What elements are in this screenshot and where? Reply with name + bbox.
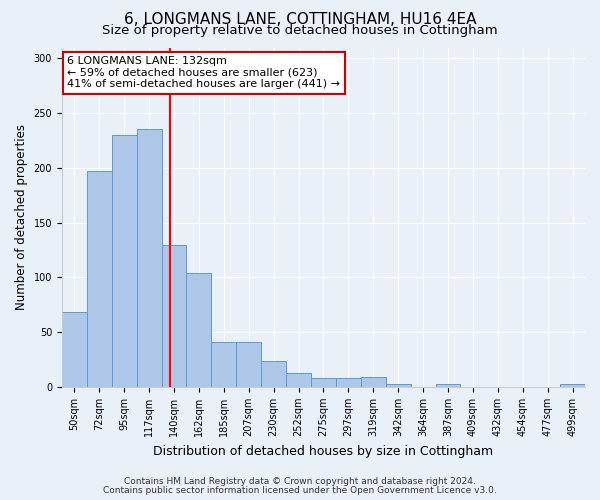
Bar [436,384,460,387]
Bar [311,378,336,387]
Bar [211,342,236,387]
Text: 6, LONGMANS LANE, COTTINGHAM, HU16 4EA: 6, LONGMANS LANE, COTTINGHAM, HU16 4EA [124,12,476,28]
Text: 6 LONGMANS LANE: 132sqm
← 59% of detached houses are smaller (623)
41% of semi-d: 6 LONGMANS LANE: 132sqm ← 59% of detache… [67,56,340,89]
Bar [161,244,187,387]
Bar [112,135,137,387]
Bar [361,377,386,387]
Text: Contains HM Land Registry data © Crown copyright and database right 2024.: Contains HM Land Registry data © Crown c… [124,477,476,486]
Text: Size of property relative to detached houses in Cottingham: Size of property relative to detached ho… [102,24,498,37]
Bar [87,171,112,387]
Bar [336,378,361,387]
Bar [62,312,87,387]
Bar [261,360,286,387]
Y-axis label: Number of detached properties: Number of detached properties [15,124,28,310]
Bar [137,128,161,387]
Bar [286,372,311,387]
Text: Contains public sector information licensed under the Open Government Licence v3: Contains public sector information licen… [103,486,497,495]
Bar [187,273,211,387]
Bar [236,342,261,387]
Bar [386,384,410,387]
Bar [560,384,585,387]
X-axis label: Distribution of detached houses by size in Cottingham: Distribution of detached houses by size … [154,444,494,458]
